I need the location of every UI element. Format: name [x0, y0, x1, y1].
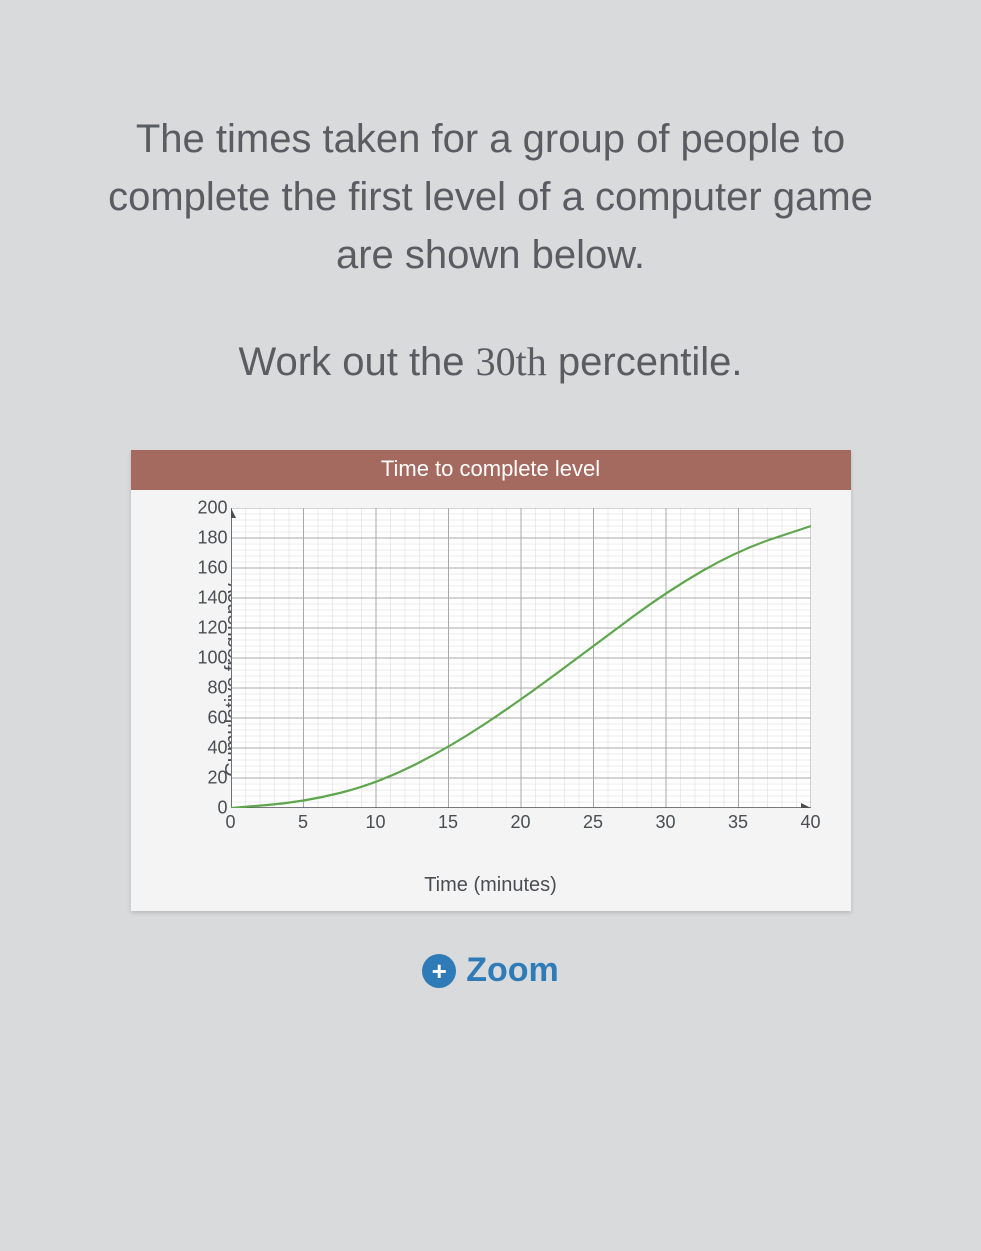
- question-prompt: Work out the 30th percentile.: [60, 334, 921, 390]
- x-axis-ticks: 0510152025303540: [231, 812, 811, 838]
- x-tick-label: 40: [800, 812, 820, 833]
- x-tick-label: 5: [298, 812, 308, 833]
- chart-card: Time to complete level Cumulative freque…: [131, 450, 851, 911]
- y-tick-label: 60: [186, 708, 228, 729]
- y-axis-ticks: 020406080100120140160180200: [186, 508, 228, 808]
- chart-body: Cumulative frequency 0204060801001201401…: [131, 490, 851, 870]
- plus-icon: +: [422, 954, 456, 988]
- page: The times taken for a group of people to…: [0, 0, 981, 1251]
- y-tick-label: 100: [186, 648, 228, 669]
- y-tick-label: 0: [186, 798, 228, 819]
- x-tick-label: 30: [655, 812, 675, 833]
- y-tick-label: 20: [186, 768, 228, 789]
- y-tick-label: 140: [186, 588, 228, 609]
- question-intro: The times taken for a group of people to…: [81, 110, 901, 284]
- y-tick-label: 180: [186, 528, 228, 549]
- chart-svg: [231, 508, 811, 808]
- prompt-post: percentile.: [547, 340, 743, 384]
- x-tick-label: 20: [510, 812, 530, 833]
- plot-area: [231, 508, 811, 808]
- y-tick-label: 200: [186, 498, 228, 519]
- zoom-label: Zoom: [466, 951, 559, 990]
- y-tick-label: 120: [186, 618, 228, 639]
- x-tick-label: 0: [225, 812, 235, 833]
- y-tick-label: 40: [186, 738, 228, 759]
- zoom-button[interactable]: + Zoom: [422, 951, 559, 990]
- chart-title: Time to complete level: [131, 450, 851, 490]
- x-axis-title: Time (minutes): [131, 870, 851, 911]
- prompt-pre: Work out the: [239, 340, 476, 384]
- x-tick-label: 15: [438, 812, 458, 833]
- x-tick-label: 10: [365, 812, 385, 833]
- x-tick-label: 25: [583, 812, 603, 833]
- x-tick-label: 35: [728, 812, 748, 833]
- zoom-row: + Zoom: [60, 951, 921, 990]
- prompt-ordinal: 30th: [476, 339, 547, 384]
- y-tick-label: 80: [186, 678, 228, 699]
- y-tick-label: 160: [186, 558, 228, 579]
